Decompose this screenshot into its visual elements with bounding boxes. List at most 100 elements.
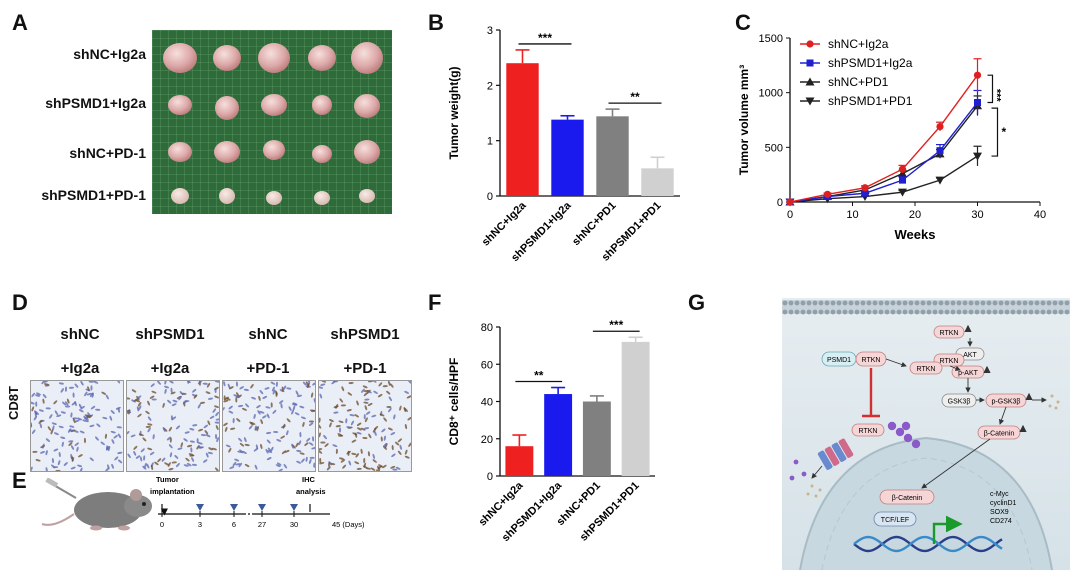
pathway-diagram: RTKN AKT RTKN p-AKT PSMD1 RTKN RTKN RTKN GSK3β p-…	[782, 298, 1070, 570]
y-tick-label: 1000	[759, 88, 783, 100]
degraded-fragment	[1056, 400, 1060, 404]
rtkn-to-rtkn-arrow	[885, 358, 907, 368]
x-tick-label: shNC+Ig2a	[480, 199, 530, 249]
degradation-arrow	[811, 465, 823, 479]
psmd1-label: PSMD1	[827, 357, 851, 364]
significance-label: ***	[991, 89, 1003, 103]
ihc-group-line1: shPSMD1	[330, 326, 400, 343]
bar	[641, 168, 674, 196]
proteasome-ring	[824, 446, 840, 466]
proteasome-ring	[838, 438, 854, 458]
ihc-group-line1: shPSMD1	[135, 326, 205, 343]
dna-strand	[853, 535, 1003, 553]
tumor-row-label: shPSMD1+PD-1	[41, 187, 146, 203]
panel-label-b: B	[428, 10, 444, 35]
panel-label-e: E	[12, 468, 27, 493]
y-tick-label: 60	[481, 359, 493, 371]
x-axis-title: Weeks	[895, 227, 936, 242]
x-tick-label: 0	[787, 209, 793, 221]
tcf-lef-label: TCF/LEF	[881, 517, 909, 524]
injection-marker	[230, 504, 238, 511]
x-tick-label: 20	[909, 209, 921, 221]
rtkn-c-box	[851, 423, 885, 437]
data-point	[973, 71, 982, 79]
ihc-analysis-label: analysis	[296, 487, 326, 496]
ihc-group-line1: shNC	[248, 326, 288, 343]
significance-label: **	[534, 369, 544, 383]
ihc-group-line1: shNC	[60, 326, 100, 343]
significance-bracket	[991, 107, 999, 157]
timeline-tick-label: 45 (Days)	[332, 520, 365, 529]
rtkn-b-box	[909, 361, 943, 375]
rtkn-top-box	[933, 325, 965, 339]
data-point	[805, 97, 815, 106]
data-point	[973, 152, 982, 161]
proteasome-ring	[831, 442, 847, 462]
tumor-row-label: shNC+Ig2a	[73, 46, 146, 62]
timeline-tick-label: 3	[198, 520, 202, 529]
bar	[596, 116, 629, 196]
bar	[582, 401, 611, 476]
ubiquitin	[903, 433, 913, 443]
ihc-group-label: shNC +PD-1	[218, 318, 318, 386]
ihc-group-line2: +PD-1	[343, 360, 387, 377]
proteasome-ring	[817, 450, 833, 470]
ihc-texture	[319, 381, 411, 471]
y-tick-label: 2	[487, 80, 493, 92]
y-tick-label: 80	[481, 322, 493, 334]
panel-label-f: F	[428, 290, 442, 315]
peptide-fragment	[814, 494, 818, 498]
timeline-tick-label: 27	[258, 520, 266, 529]
target-gene-label: CD274	[990, 518, 1012, 525]
data-point	[936, 147, 944, 155]
ihc-group-label: shNC +Ig2a	[30, 318, 130, 386]
data-point	[936, 122, 944, 131]
injection-marker	[290, 504, 298, 511]
ihc-texture	[223, 381, 315, 471]
tumor-implantation-label: Tumor	[156, 476, 179, 484]
legend-label: shPSMD1+Ig2a	[828, 56, 913, 70]
bar	[621, 341, 650, 476]
rtkn-to-pakt-arrow	[949, 365, 961, 371]
ihc-group-line2: +Ig2a	[150, 360, 190, 377]
degraded-fragment	[1054, 406, 1058, 410]
significance-label: **	[630, 90, 640, 104]
ihc-texture	[31, 381, 123, 471]
gsk3b-box	[941, 393, 977, 408]
rtkn-mid-label: RTKN	[940, 358, 959, 365]
target-gene-label: SOX9	[990, 509, 1009, 516]
target-gene-label: c-Myc	[990, 491, 1009, 498]
y-axis-title: CD8⁺ cells/HPF	[447, 358, 461, 446]
panel-label-a: A	[12, 10, 28, 35]
rtkn-b-label: RTKN	[917, 366, 936, 373]
significance-label: *	[1002, 125, 1007, 139]
y-tick-label: 0	[487, 191, 493, 203]
x-tick-label: 30	[971, 209, 983, 221]
rtkn-mid-box	[933, 353, 965, 367]
beta-catenin-label: β-Catenin	[984, 431, 1015, 438]
p-gsk3b-label: p-GSK3β	[992, 399, 1021, 406]
y-tick-label: 0	[487, 471, 493, 483]
legend-label: shNC+PD1	[828, 75, 889, 89]
y-axis-title: Tumor weight(g)	[447, 66, 461, 159]
x-tick-label: 10	[846, 209, 858, 221]
data-point	[861, 184, 869, 192]
y-tick-label: 20	[481, 434, 493, 446]
y-tick-label: 40	[481, 397, 493, 409]
data-point	[899, 176, 906, 184]
panel-label-g: G	[688, 290, 706, 315]
data-point	[898, 169, 907, 178]
x-tick-label: shNC+PD1	[570, 200, 618, 248]
y-tick-label: 3	[487, 25, 493, 37]
ihc-group-line2: +Ig2a	[60, 360, 100, 377]
peptide-fragment	[810, 484, 814, 488]
ubiquitin	[895, 427, 905, 437]
degraded-fragment	[1050, 394, 1054, 398]
tumor-weight-chart: 0123shNC+Ig2ashPSMD1+Ig2ashNC+PD1shPSMD1…	[447, 25, 680, 264]
y-axis-title: Tumor volume mm³	[737, 65, 751, 175]
peptide-fragment	[818, 488, 822, 492]
ihc-group-label: shPSMD1 +Ig2a	[120, 318, 220, 386]
data-point	[974, 99, 981, 107]
series-line	[789, 105, 979, 203]
ihc-image	[318, 380, 412, 472]
